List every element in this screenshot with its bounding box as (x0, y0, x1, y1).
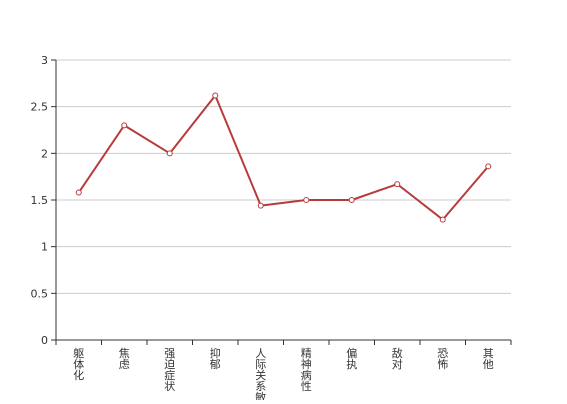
x-tick-label: 精神病性 (301, 347, 312, 393)
y-tick-labels: 0 0.5 1 1.5 2 2.5 3 (31, 54, 49, 347)
data-point[interactable] (348, 197, 355, 203)
x-tick-label: 其他 (483, 347, 494, 371)
series-line (77, 94, 490, 221)
x-tick-label: 恐怖 (437, 347, 448, 371)
data-point[interactable] (394, 181, 401, 188)
x-tick-label: 强迫症状 (164, 347, 175, 393)
data-point[interactable] (75, 189, 82, 196)
axis-layer (51, 59, 512, 345)
grid-layer (56, 59, 511, 294)
data-point[interactable] (303, 197, 310, 203)
x-tick-labels: 躯体化 焦虑 强迫症状 抑郁 人际关系敏感 精神病性 偏执 敌对 恐怖 其他 (73, 346, 494, 404)
y-tick-label: 1.5 (31, 194, 49, 207)
x-tick-label: 偏执 (346, 346, 357, 371)
data-point[interactable] (485, 163, 492, 170)
x-tick-label: 敌对 (392, 346, 403, 371)
y-tick-label: 0.5 (31, 287, 49, 300)
x-tick-label: 躯体化 (73, 347, 84, 382)
data-point[interactable] (257, 202, 264, 209)
y-tick-label: 3 (41, 54, 48, 67)
series-layer (75, 92, 492, 223)
x-tick-label: 焦虑 (119, 347, 130, 371)
y-tick-label: 0 (41, 334, 48, 347)
data-point[interactable] (439, 216, 446, 223)
y-tick-label: 1 (41, 241, 48, 254)
data-point[interactable] (166, 150, 173, 157)
data-point[interactable] (121, 122, 128, 129)
x-tick-label: 抑郁 (210, 346, 221, 371)
y-tick-label: 2 (41, 147, 48, 160)
x-tick-label: 人际关系敏感 (255, 347, 266, 400)
data-point[interactable] (212, 92, 219, 99)
y-tick-label: 2.5 (31, 101, 49, 114)
